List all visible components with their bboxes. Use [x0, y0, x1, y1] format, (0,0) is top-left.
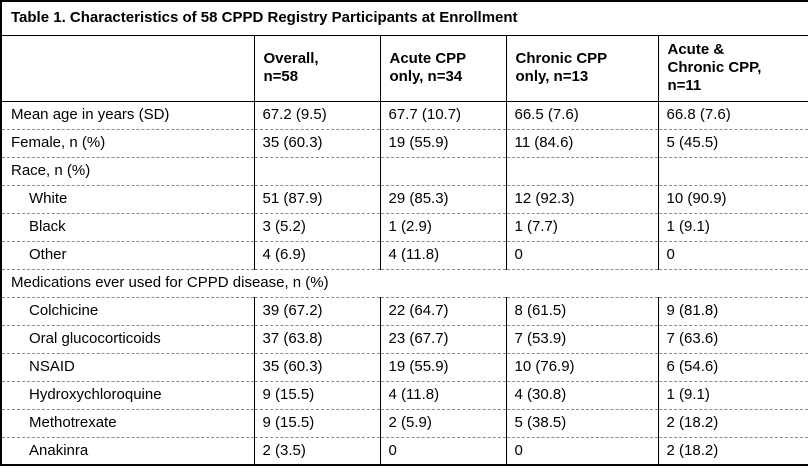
- row-label: Hydroxychloroquine: [1, 380, 254, 409]
- cell-value: 9 (15.5): [253, 408, 380, 437]
- cell-value: 35 (60.3): [253, 352, 380, 381]
- cell-value: [253, 156, 380, 185]
- table-row: Methotrexate 9 (15.5) 2 (5.9) 5 (38.5) 2 (18…: [1, 408, 808, 437]
- cell-value: 0: [379, 436, 506, 465]
- table-row: White 51 (87.9) 29 (85.3) 12 (92.3) 10 (90.9…: [1, 184, 808, 213]
- table-title: Table 1. Characteristics of 58 CPPD Regi…: [1, 1, 808, 36]
- cell-value: 0: [505, 436, 658, 465]
- row-label: Anakinra: [1, 436, 254, 465]
- cell-value: 9 (81.8): [657, 296, 808, 325]
- table-row: Hydroxychloroquine 9 (15.5) 4 (11.8) 4 (30.…: [1, 380, 808, 409]
- cell-value: 1 (9.1): [657, 212, 808, 241]
- row-label: Colchicine: [1, 296, 254, 325]
- cell-value: 66.5 (7.6): [505, 100, 658, 129]
- cell-value: 7 (63.6): [657, 324, 808, 353]
- cell-value: 4 (11.8): [379, 380, 506, 409]
- header-chronic-cpp: Chronic CPP only, n=13: [505, 35, 658, 101]
- cell-value: 7 (53.9): [505, 324, 658, 353]
- table-row: NSAID 35 (60.3) 19 (55.9) 10 (76.9) 6 (54.6): [1, 352, 808, 381]
- row-label: Race, n (%): [1, 156, 254, 185]
- cell-value: 4 (6.9): [253, 240, 380, 269]
- cell-value: 22 (64.7): [379, 296, 506, 325]
- cell-value: 23 (67.7): [379, 324, 506, 353]
- table-row: Female, n (%) 35 (60.3) 19 (55.9) 11 (84.6)…: [1, 128, 808, 157]
- header-acute-cpp: Acute CPP only, n=34: [379, 35, 506, 101]
- cell-value: 2 (18.2): [657, 436, 808, 465]
- table-row: Medications ever used for CPPD disease, …: [1, 268, 808, 297]
- row-label: Black: [1, 212, 254, 241]
- cell-value: 66.8 (7.6): [657, 100, 808, 129]
- cell-value: 1 (2.9): [379, 212, 506, 241]
- cell-value: 19 (55.9): [379, 352, 506, 381]
- row-label: Oral glucocorticoids: [1, 324, 254, 353]
- cell-value: 11 (84.6): [505, 128, 658, 157]
- row-label: NSAID: [1, 352, 254, 381]
- cell-value: 12 (92.3): [505, 184, 658, 213]
- header-stub-cell: [1, 35, 254, 101]
- cell-value: 29 (85.3): [379, 184, 506, 213]
- cell-value: 51 (87.9): [253, 184, 380, 213]
- row-label: Methotrexate: [1, 408, 254, 437]
- table-body: Mean age in years (SD) 67.2 (9.5) 67.7 (10…: [1, 100, 808, 465]
- cell-value: [379, 156, 506, 185]
- cell-value: 39 (67.2): [253, 296, 380, 325]
- header-acute-and-chronic-cpp: Acute & Chronic CPP, n=11: [657, 35, 808, 101]
- table-title-row: Table 1. Characteristics of 58 CPPD Regi…: [1, 1, 808, 36]
- cell-value: 0: [505, 240, 658, 269]
- cell-value: 8 (61.5): [505, 296, 658, 325]
- cell-value: 3 (5.2): [253, 212, 380, 241]
- cell-value: 19 (55.9): [379, 128, 506, 157]
- cell-value: 2 (3.5): [253, 436, 380, 465]
- section-row-label: Medications ever used for CPPD disease, …: [1, 268, 808, 297]
- cell-value: 6 (54.6): [657, 352, 808, 381]
- cell-value: [657, 156, 808, 185]
- row-label: Female, n (%): [1, 128, 254, 157]
- row-label: Mean age in years (SD): [1, 100, 254, 129]
- cell-value: 67.7 (10.7): [379, 100, 506, 129]
- cell-value: 1 (7.7): [505, 212, 658, 241]
- cell-value: 5 (45.5): [657, 128, 808, 157]
- table-row: Oral glucocorticoids 37 (63.8) 23 (67.7) 7 …: [1, 324, 808, 353]
- cell-value: 2 (18.2): [657, 408, 808, 437]
- cell-value: 67.2 (9.5): [253, 100, 380, 129]
- cell-value: 2 (5.9): [379, 408, 506, 437]
- cell-value: 37 (63.8): [253, 324, 380, 353]
- table-row: Black 3 (5.2) 1 (2.9) 1 (7.7) 1 (9.1): [1, 212, 808, 241]
- cell-value: 35 (60.3): [253, 128, 380, 157]
- cell-value: 4 (30.8): [505, 380, 658, 409]
- cell-value: 9 (15.5): [253, 380, 380, 409]
- cell-value: 10 (90.9): [657, 184, 808, 213]
- table-row: Other 4 (6.9) 4 (11.8) 0 0: [1, 240, 808, 269]
- cell-value: 1 (9.1): [657, 380, 808, 409]
- table-row: Mean age in years (SD) 67.2 (9.5) 67.7 (10…: [1, 100, 808, 129]
- header-overall: Overall, n=58: [253, 35, 380, 101]
- cell-value: 5 (38.5): [505, 408, 658, 437]
- cell-value: [505, 156, 658, 185]
- table-row: Race, n (%): [1, 156, 808, 185]
- table-row: Anakinra 2 (3.5) 0 0 2 (18.2): [1, 436, 808, 465]
- cell-value: 0: [657, 240, 808, 269]
- table-header-row: Overall, n=58 Acute CPP only, n=34 Chron…: [1, 35, 808, 101]
- row-label: White: [1, 184, 254, 213]
- row-label: Other: [1, 240, 254, 269]
- cell-value: 4 (11.8): [379, 240, 506, 269]
- table-row: Colchicine 39 (67.2) 22 (64.7) 8 (61.5) 9 (8…: [1, 296, 808, 325]
- cell-value: 10 (76.9): [505, 352, 658, 381]
